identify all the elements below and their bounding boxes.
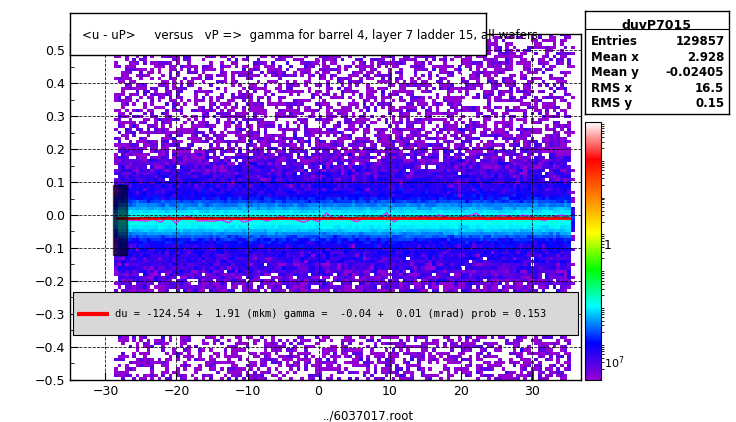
- Text: 0.15: 0.15: [696, 97, 724, 110]
- Text: 1: 1: [604, 239, 612, 252]
- Text: RMS y: RMS y: [591, 97, 632, 110]
- Text: du = -124.54 +  1.91 (mkm) gamma =  -0.04 +  0.01 (mrad) prob = 0.153: du = -124.54 + 1.91 (mkm) gamma = -0.04 …: [115, 309, 546, 319]
- Text: Mean y: Mean y: [591, 66, 639, 79]
- Bar: [74, 292, 578, 335]
- Text: 129857: 129857: [675, 35, 724, 48]
- Text: Mean x: Mean x: [591, 51, 639, 64]
- Text: <u - uP>     versus   vP =>  gamma for barrel 4, layer 7 ladder 15, all wafers: <u - uP> versus vP => gamma for barrel 4…: [82, 30, 539, 42]
- Text: ../6037017.root: ../6037017.root: [322, 410, 414, 422]
- Text: Entries: Entries: [591, 35, 637, 48]
- Text: 2.928: 2.928: [687, 51, 724, 64]
- Text: -0.02405: -0.02405: [666, 66, 724, 79]
- Text: duvP7015: duvP7015: [622, 19, 692, 32]
- Text: 10$^7$: 10$^7$: [604, 354, 624, 371]
- Text: 16.5: 16.5: [695, 81, 724, 95]
- Text: RMS x: RMS x: [591, 81, 632, 95]
